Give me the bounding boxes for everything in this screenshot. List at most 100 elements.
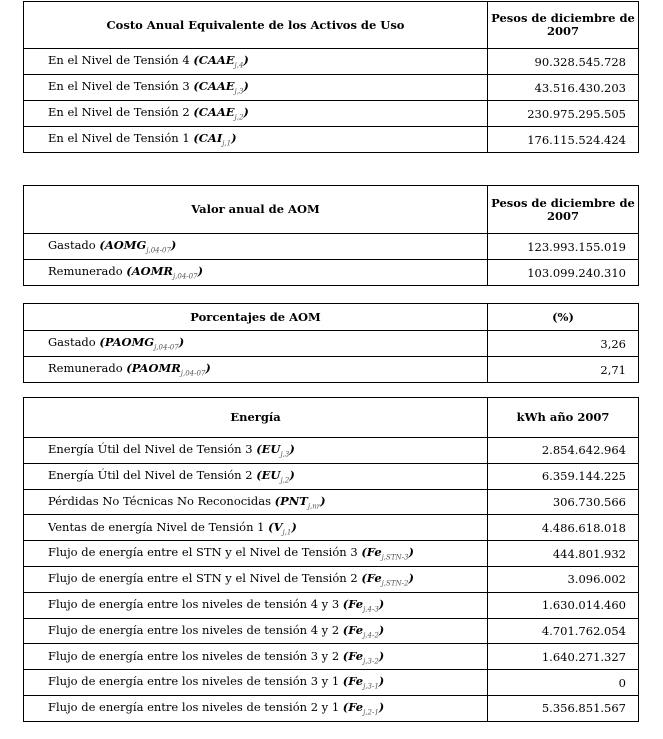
symbol-name: Fe (348, 597, 364, 612)
column-header-unit: kWh año 2007 (487, 397, 639, 438)
symbol-subscript: j,1 (222, 139, 232, 148)
symbol-subscript: j,3 (280, 450, 290, 459)
row-label-cell: Flujo de energía entre el STN y el Nivel… (23, 565, 488, 593)
row-label: Energía Útil del Nivel de Tensión 2 (48, 468, 253, 483)
symbol: (Fej,3-2) (342, 648, 385, 665)
table-row: Ventas de energía Nivel de Tensión 1 (Vj… (23, 514, 639, 542)
table-valor-aom: Valor anual de AOM Pesos de diciembre de … (23, 185, 639, 286)
row-value: 176.115.524.424 (487, 126, 639, 153)
symbol: (Fej,4-2) (342, 622, 385, 640)
symbol: (EUj,2) (256, 468, 295, 485)
row-value: 306.730.566 (487, 488, 639, 516)
symbol: (AOMGj,04-07) (99, 238, 177, 255)
row-label-cell: Gastado (AOMGj,04-07) (23, 233, 488, 260)
row-value: 4.701.762.054 (487, 617, 639, 645)
row-label-cell: En el Nivel de Tensión 2 (CAAEj,2) (23, 100, 488, 127)
symbol-name: CAAE (198, 79, 235, 94)
row-label-cell: En el Nivel de Tensión 3 (CAAEj,3) (23, 74, 488, 101)
symbol-name: AOMR (131, 264, 173, 279)
row-label: Remunerado (48, 264, 123, 279)
symbol-subscript: j,3-1 (363, 682, 379, 691)
table-row: En el Nivel de Tensión 1 (CAIj,1) 176.115… (23, 126, 639, 153)
row-label-cell: Energía Útil del Nivel de Tensión 3 (EUj… (23, 437, 488, 464)
row-value: 1.630.014.460 (487, 591, 639, 619)
row-label: En el Nivel de Tensión 1 (48, 131, 190, 146)
table-porcentajes-aom: Porcentajes de AOM (%) Gastado (PAOMGj,04-… (23, 303, 639, 383)
symbol-subscript: j,04-07 (172, 272, 198, 281)
symbol-subscript: j,1 (282, 527, 292, 536)
row-label-cell: En el Nivel de Tensión 1 (CAIj,1) (23, 126, 488, 153)
table-costo-anual: Costo Anual Equivalente de los Activos d… (23, 1, 639, 153)
row-label-cell: Pérdidas No Técnicas No Reconocidas (PNT… (23, 488, 488, 516)
row-value: 103.099.240.310 (487, 259, 639, 286)
header-row: Porcentajes de AOM (%) (23, 303, 639, 331)
row-label: En el Nivel de Tensión 3 (48, 79, 190, 94)
symbol: (Fej,3-1) (342, 674, 385, 691)
table-row: Flujo de energía entre los niveles de te… (23, 591, 639, 619)
row-value: 4.486.618.018 (487, 514, 639, 542)
row-label: Flujo de energía entre el STN y el Nivel… (48, 545, 358, 560)
header-row: Costo Anual Equivalente de los Activos d… (23, 1, 639, 49)
row-label-cell: Gastado (PAOMGj,04-07) (23, 330, 488, 357)
row-value: 444.801.932 (487, 540, 639, 567)
symbol: (Vj,1) (268, 519, 297, 536)
symbol-name: PAOMR (131, 361, 181, 376)
row-value: 5.356.851.567 (487, 694, 639, 722)
symbol-name: CAI (198, 131, 223, 146)
table-row: Flujo de energía entre el STN y el Nivel… (23, 540, 639, 567)
symbol-name: Fe (348, 674, 364, 689)
symbol: (Fej,STN-3) (361, 545, 414, 562)
table-row: Gastado (PAOMGj,04-07) 3,26 (23, 330, 639, 357)
row-label-cell: Flujo de energía entre los niveles de te… (23, 669, 488, 696)
row-value: 0 (487, 669, 639, 696)
row-label-cell: Remunerado (PAOMRj,04-07) (23, 356, 488, 383)
table-row: Gastado (AOMGj,04-07) 123.993.155.019 (23, 233, 639, 260)
row-label: Energía Útil del Nivel de Tensión 3 (48, 442, 253, 457)
table-row: Flujo de energía entre los niveles de te… (23, 669, 639, 696)
symbol-subscript: j,3 (234, 87, 244, 96)
symbol: (CAAEj,2) (193, 105, 249, 122)
symbol-subscript: j,4-2 (363, 631, 379, 640)
symbol: (Fej,4-3) (342, 597, 385, 614)
column-header-unit: Pesos de diciembre de 2007 (487, 185, 639, 234)
row-label: Flujo de energía entre los niveles de te… (48, 648, 340, 663)
row-label: Flujo de energía entre los niveles de te… (48, 597, 340, 612)
table-row: Pérdidas No Técnicas No Reconocidas (PNT… (23, 488, 639, 516)
row-value: 123.993.155.019 (487, 233, 639, 260)
row-label-cell: Remunerado (AOMRj,04-07) (23, 259, 488, 286)
column-header-label: Costo Anual Equivalente de los Activos d… (23, 1, 488, 49)
row-label-cell: Energía Útil del Nivel de Tensión 2 (EUj… (23, 462, 488, 490)
symbol: (CAAEj,4) (193, 53, 249, 70)
column-header-unit: (%) (487, 303, 639, 331)
symbol-subscript: j,04-07 (146, 246, 171, 255)
symbol-name: Fe (348, 700, 364, 715)
symbol-subscript: j,STN-2 (381, 579, 409, 588)
row-label-cell: Ventas de energía Nivel de Tensión 1 (Vj… (23, 514, 488, 542)
symbol-subscript: j,2-1 (363, 708, 379, 717)
row-label: Flujo de energía entre los niveles de te… (48, 622, 340, 637)
table-row: Energía Útil del Nivel de Tensión 3 (EUj… (23, 437, 639, 464)
symbol: (CAAEj,3) (193, 79, 249, 96)
row-value: 6.359.144.225 (487, 462, 639, 490)
table-row: En el Nivel de Tensión 4 (CAAEj,4) 90.328… (23, 48, 639, 75)
row-value: 90.328.545.728 (487, 48, 639, 75)
table-row: Remunerado (PAOMRj,04-07) 2,71 (23, 356, 639, 383)
table-row: Energía Útil del Nivel de Tensión 2 (EUj… (23, 462, 639, 490)
symbol-subscript: j,2 (280, 476, 290, 485)
row-label-cell: Flujo de energía entre los niveles de te… (23, 591, 488, 619)
symbol-name: V (273, 519, 283, 534)
symbol-name: CAAE (198, 105, 235, 120)
table-energia: Energía kWh año 2007 Energía Útil del Nive… (23, 397, 639, 722)
symbol: (PAOMRj,04-07) (126, 361, 211, 378)
column-header-label: Porcentajes de AOM (23, 303, 488, 331)
row-label: En el Nivel de Tensión 4 (48, 53, 190, 68)
symbol-name: Fe (366, 571, 382, 586)
row-value: 230.975.295.505 (487, 100, 639, 127)
symbol-subscript: j,nr (307, 502, 321, 511)
row-value: 3.096.002 (487, 565, 639, 593)
table-row: Flujo de energía entre el STN y el Nivel… (23, 565, 639, 593)
symbol-subscript: j,4-3 (363, 605, 379, 614)
table-row: Flujo de energía entre los niveles de te… (23, 694, 639, 722)
row-value: 2.854.642.964 (487, 437, 639, 464)
symbol-subscript: j,04-07 (180, 369, 206, 378)
